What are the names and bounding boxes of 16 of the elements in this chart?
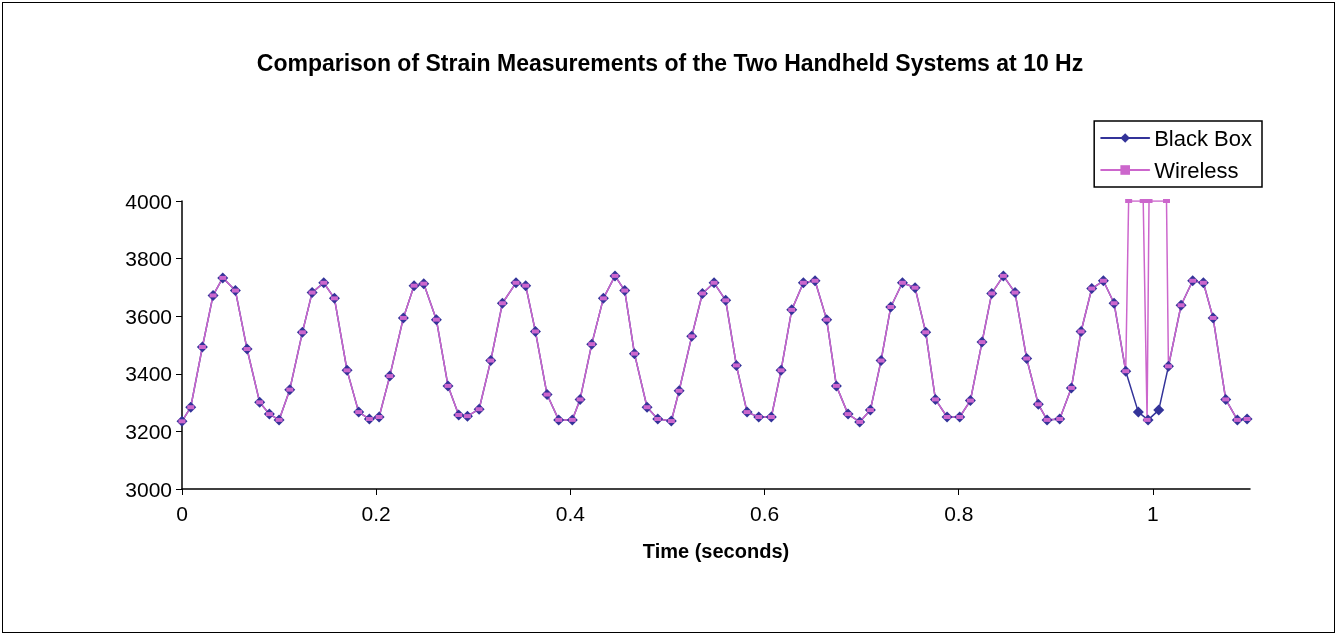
x-tick-label: 0.8 [944, 502, 974, 525]
y-tick-label: 3000 [125, 477, 172, 501]
x-tick-label: 0.4 [555, 502, 586, 525]
x-tick-label: 1 [1147, 502, 1159, 525]
legend-label: Black Box [1154, 125, 1253, 151]
y-tick-label: 3200 [125, 419, 172, 443]
x-tick-label: 0.2 [361, 502, 391, 525]
x-tick-label: 0 [176, 502, 188, 525]
y-tick-label: 3800 [125, 247, 172, 271]
x-axis-title: Time (seconds) [642, 540, 790, 562]
chart-title: Comparison of Strain Measurements of the Two Handheld Systems at 10 Hz [255, 49, 1085, 78]
y-tick-label: 3600 [125, 304, 172, 328]
y-tick-label: 4000 [125, 189, 172, 213]
legend-label: Wireless [1154, 157, 1239, 183]
y-tick-label: 3400 [125, 362, 172, 386]
x-tick-label: 0.6 [749, 502, 780, 525]
